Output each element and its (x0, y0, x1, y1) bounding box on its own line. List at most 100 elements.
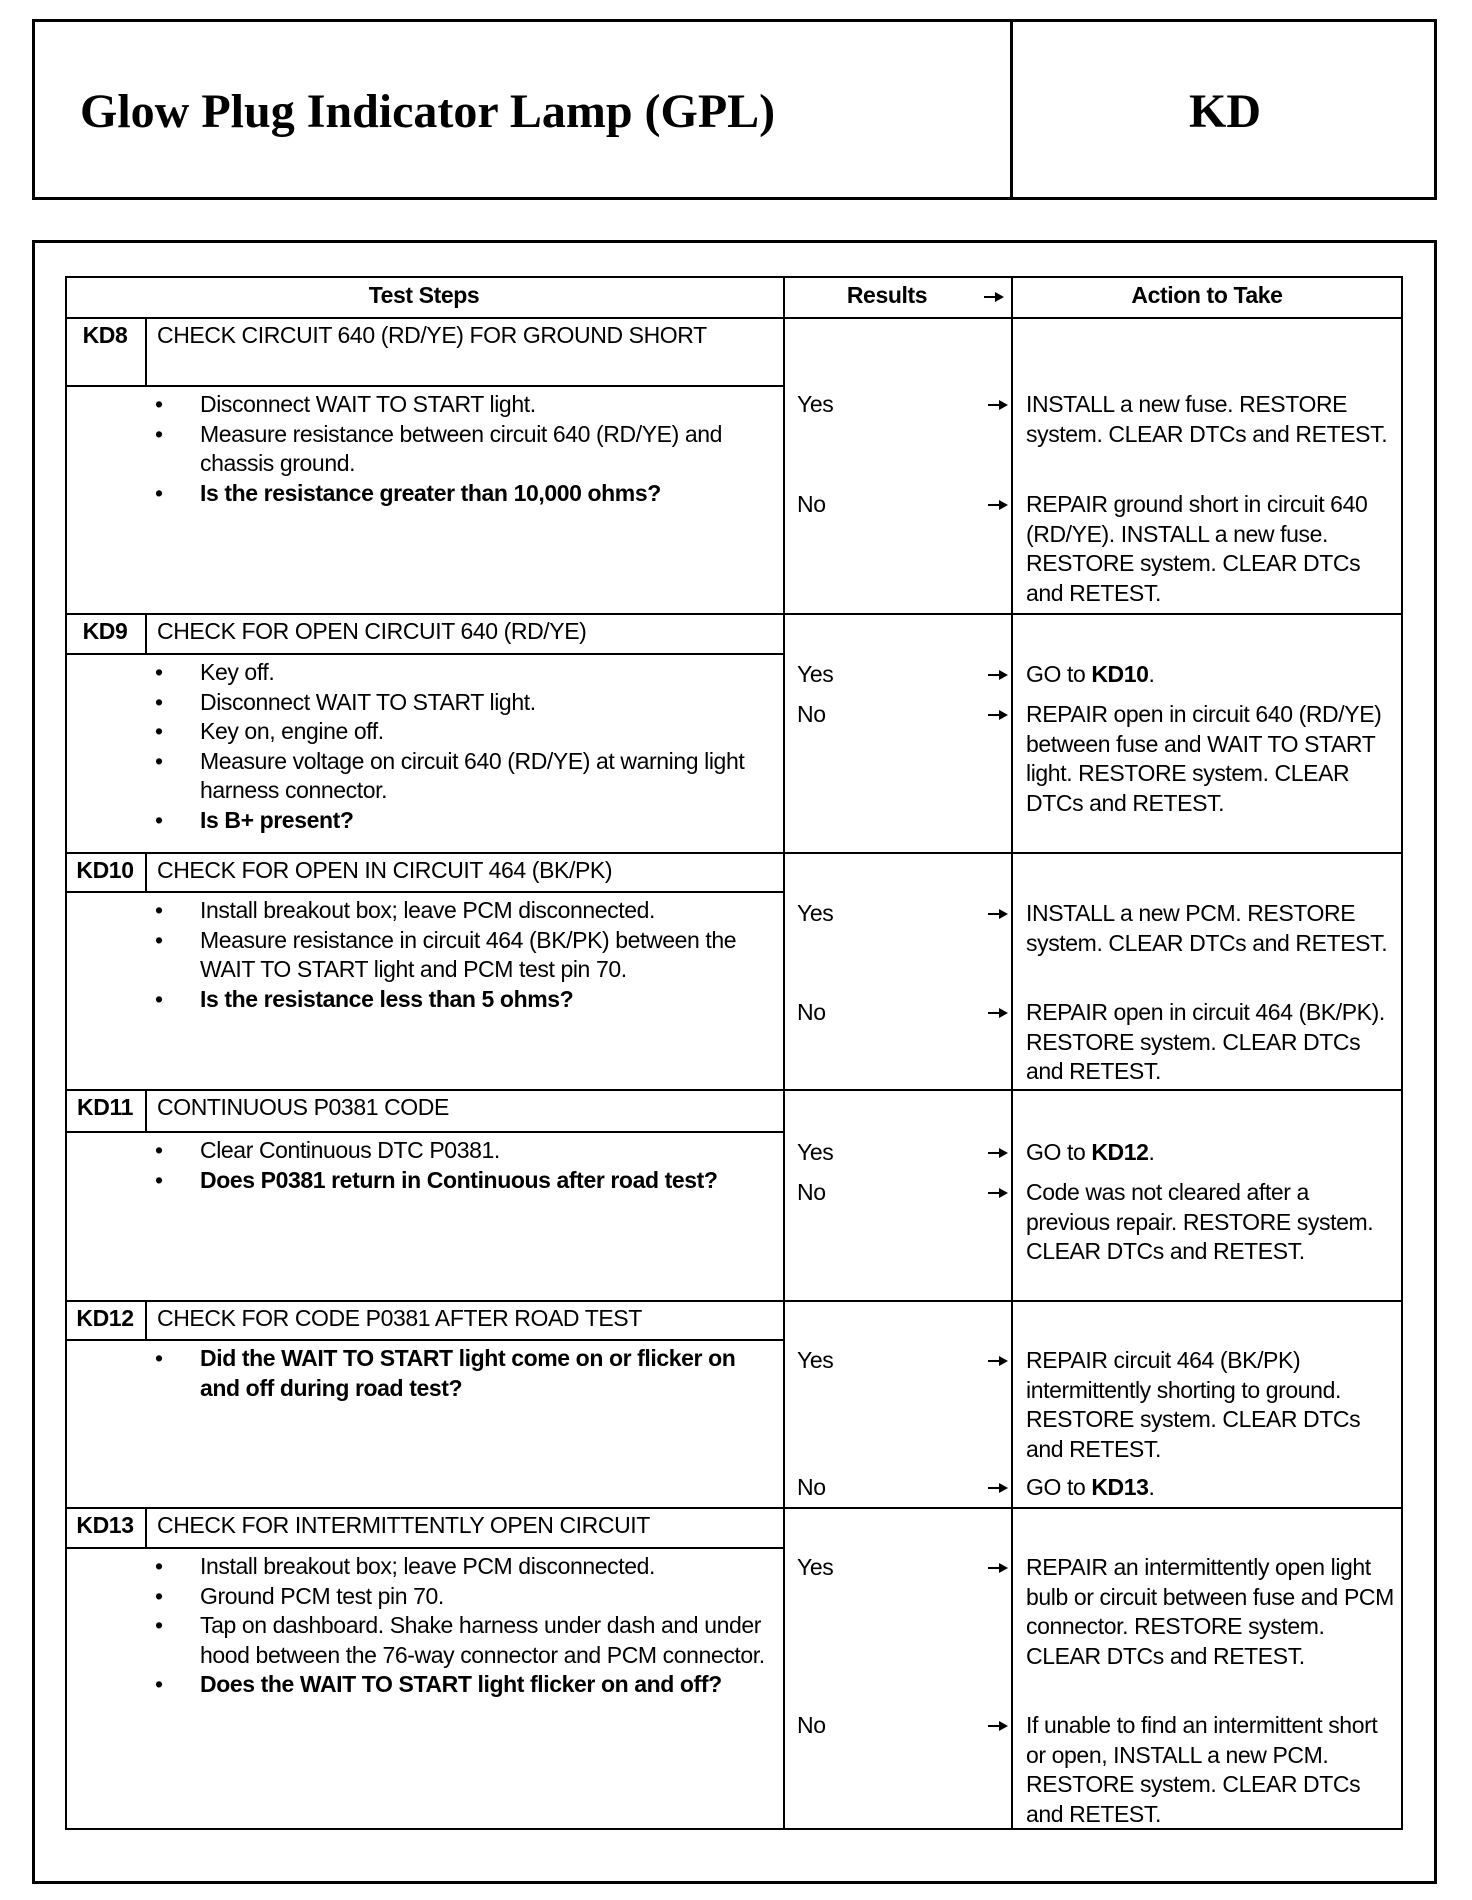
result: No (797, 1712, 826, 1738)
bullet: • Measure resistance between circuit 640 … (155, 420, 773, 479)
step-title: CONTINUOUS P0381 CODE (157, 1094, 449, 1120)
action-text: . (1148, 1474, 1155, 1500)
action-text: . (1148, 661, 1155, 687)
step-id: KD9 (82, 618, 128, 644)
arrow (988, 500, 1008, 510)
bullet-text: Is the resistance greater than 10,000 oh… (200, 479, 661, 506)
action-text: If unable to find an intermittent short … (1026, 1712, 1384, 1827)
action: GO to KD13. (1026, 1473, 1396, 1503)
result: No (797, 491, 826, 517)
bullet: • Did the WAIT TO START light come on or … (155, 1344, 773, 1403)
bullet-dot: • (155, 1582, 163, 1609)
action: REPAIR ground short in circuit 640 (RD/Y… (1026, 490, 1396, 608)
rule (65, 653, 783, 655)
bullet: • Install breakout box; leave PCM disconn… (155, 896, 773, 926)
result: Yes (797, 391, 834, 417)
bullet: • Disconnect WAIT TO START light. (155, 390, 773, 420)
result: Yes (797, 1139, 834, 1165)
action: REPAIR an intermittently open light bulb… (1026, 1553, 1396, 1671)
action-text: GO to (1026, 1139, 1092, 1165)
action-text: KD13 (1091, 1474, 1149, 1500)
action: If unable to find an intermittent short … (1026, 1711, 1396, 1829)
bullet: • Does P0381 return in Continuous after r… (155, 1166, 773, 1196)
header-box (32, 19, 1437, 200)
bullet-text: Does the WAIT TO START light flicker on … (200, 1671, 722, 1697)
rule (65, 1507, 1403, 1509)
bullet-dot: • (155, 897, 163, 923)
bullet-list: • Disconnect WAIT TO START light. • Measure… (155, 390, 773, 508)
action: REPAIR circuit 464 (BK/PK) intermittentl… (1026, 1346, 1396, 1464)
rule (1011, 276, 1013, 1830)
rule (65, 613, 1403, 615)
bullet-text: Does P0381 return in Continuous after ro… (200, 1166, 718, 1193)
action: Code was not cleared after a previous re… (1026, 1178, 1396, 1267)
bullet-list: • Key off. • Disconnect WAIT TO START light… (155, 658, 773, 835)
bullet-text: Disconnect WAIT TO START light. (200, 688, 536, 715)
bullet-text: Clear Continuous DTC P0381. (200, 1137, 500, 1163)
action: GO to KD12. (1026, 1138, 1396, 1168)
step-id: KD8 (82, 322, 128, 348)
action-text: INSTALL a new PCM. RESTORE system. CLEAR… (1026, 900, 1388, 956)
bullet: • Is B+ present? (155, 806, 773, 836)
bullet-text: Measure resistance between circuit 640 (… (200, 420, 723, 477)
rule (145, 1089, 147, 1131)
bullet-text: Measure voltage on circuit 640 (RD/YE) a… (200, 747, 745, 804)
action-text: KD10 (1091, 661, 1149, 687)
bullet-list: • Clear Continuous DTC P0381. • Does P0381 … (155, 1136, 773, 1195)
action-text: GO to (1026, 1474, 1092, 1500)
rule (65, 385, 783, 387)
bullet-list: • Install breakout box; leave PCM disconn… (155, 1552, 773, 1700)
rule (65, 1089, 1403, 1091)
arrow (988, 1148, 1008, 1158)
arrow (984, 292, 1004, 302)
rule (145, 1507, 147, 1547)
rule (65, 1300, 1403, 1302)
action: INSTALL a new fuse. RESTORE system. CLEA… (1026, 390, 1396, 449)
column-header: Results (846, 282, 928, 308)
bullet-dot: • (155, 926, 163, 953)
result: No (797, 1179, 826, 1205)
header-divider (1010, 19, 1013, 200)
action-text: REPAIR circuit 464 (BK/PK) intermittentl… (1026, 1347, 1367, 1462)
column-header: Action to Take (1131, 282, 1283, 308)
bullet-text: Key off. (200, 659, 275, 685)
bullet-dot: • (155, 479, 163, 506)
rule (65, 317, 1403, 319)
bullet-text: Ground PCM test pin 70. (200, 1582, 444, 1609)
bullet-dot: • (155, 806, 163, 833)
arrow (988, 909, 1008, 919)
bullet-text: Is the resistance less than 5 ohms? (200, 985, 574, 1012)
header-title: Glow Plug Indicator Lamp (GPL) (80, 85, 776, 138)
result: No (797, 701, 826, 727)
bullet-text: Did the WAIT TO START light come on or f… (200, 1345, 736, 1401)
arrow (988, 1483, 1008, 1493)
bullet: • Is the resistance greater than 10,000 o… (155, 479, 773, 509)
bullet-text: Disconnect WAIT TO START light. (200, 391, 536, 417)
bullet: • Measure voltage on circuit 640 (RD/YE) … (155, 747, 773, 806)
action-text: REPAIR open in circuit 464 (BK/PK). REST… (1026, 999, 1391, 1084)
result: Yes (797, 1554, 834, 1580)
action-text: INSTALL a new fuse. RESTORE system. CLEA… (1026, 391, 1388, 447)
action-text: REPAIR ground short in circuit 640 (RD/Y… (1026, 491, 1374, 606)
rule (65, 1339, 783, 1341)
bullet-list: • Did the WAIT TO START light come on or … (155, 1344, 773, 1403)
bullet-text: Tap on dashboard. Shake harness under da… (200, 1612, 765, 1668)
rule (65, 1547, 783, 1549)
arrow (988, 670, 1008, 680)
step-id: KD11 (77, 1094, 133, 1120)
result: No (797, 1474, 826, 1500)
bullet-text: Key on, engine off. (200, 718, 384, 744)
action-text: REPAIR open in circuit 640 (RD/YE) betwe… (1026, 701, 1388, 816)
bullet-dot: • (155, 1612, 163, 1638)
arrow (988, 710, 1008, 720)
action-text: . (1148, 1139, 1155, 1165)
table (65, 276, 1403, 1830)
bullet-dot: • (155, 985, 163, 1012)
bullet-dot: • (155, 718, 163, 744)
bullet-dot: • (155, 391, 163, 417)
action: REPAIR open in circuit 640 (RD/YE) betwe… (1026, 700, 1396, 818)
action-text: REPAIR an intermittently open light bulb… (1026, 1554, 1400, 1669)
rule (145, 317, 147, 385)
step-title: CHECK FOR OPEN CIRCUIT 640 (RD/YE) (157, 618, 587, 644)
